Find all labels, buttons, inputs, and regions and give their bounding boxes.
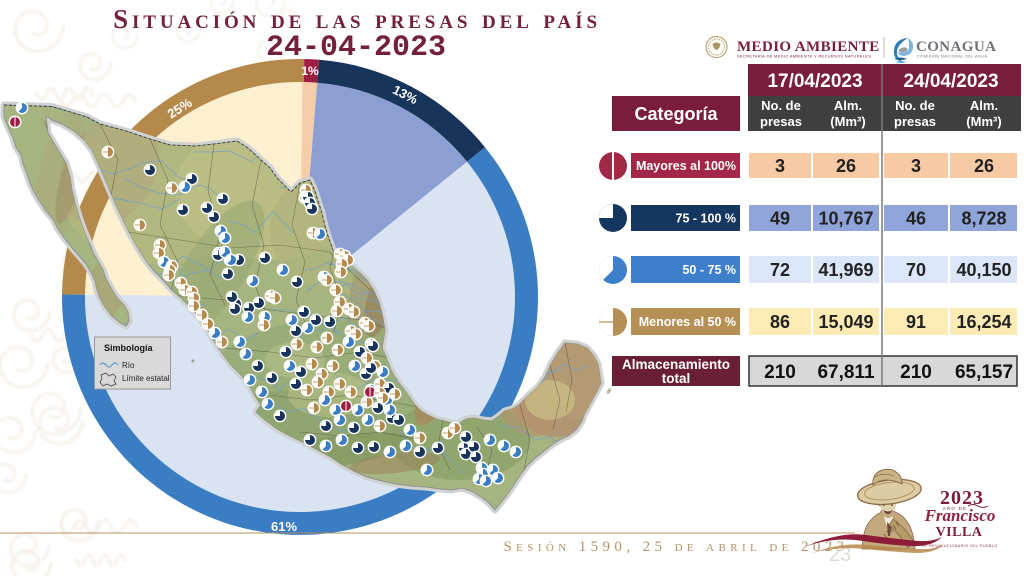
svg-text:15,049: 15,049 xyxy=(818,312,873,332)
svg-text:67,811: 67,811 xyxy=(817,362,874,383)
svg-text:61%: 61% xyxy=(271,519,297,534)
svg-text:72: 72 xyxy=(770,260,790,280)
svg-text:No. de: No. de xyxy=(761,98,801,113)
svg-text:Mayores al 100%: Mayores al 100% xyxy=(636,159,736,173)
svg-text:86: 86 xyxy=(770,312,790,332)
svg-text:8,728: 8,728 xyxy=(961,209,1006,229)
svg-text:16,254: 16,254 xyxy=(956,312,1011,332)
svg-text:40,150: 40,150 xyxy=(956,260,1011,280)
svg-text:65,157: 65,157 xyxy=(955,362,1013,383)
svg-text:presas: presas xyxy=(760,114,802,129)
svg-text:Río: Río xyxy=(122,361,135,370)
svg-text:Simbología: Simbología xyxy=(104,343,153,353)
svg-text:Menores al 50 %: Menores al 50 % xyxy=(639,315,736,329)
svg-text:Almacenamiento: Almacenamiento xyxy=(622,357,730,372)
svg-text:24/04/2023: 24/04/2023 xyxy=(903,71,998,92)
svg-text:1%: 1% xyxy=(301,64,319,78)
svg-text:Situación de las presas del pa: Situación de las presas del país xyxy=(113,4,601,34)
svg-text:70: 70 xyxy=(906,260,926,280)
svg-text:total: total xyxy=(662,371,691,386)
svg-text:Límite estatal: Límite estatal xyxy=(122,374,170,383)
svg-text:Francisco: Francisco xyxy=(924,506,996,525)
svg-text:2023: 2023 xyxy=(940,487,984,509)
svg-text:17/04/2023: 17/04/2023 xyxy=(767,71,862,92)
svg-text:10,767: 10,767 xyxy=(818,209,873,229)
svg-text:91: 91 xyxy=(906,312,926,332)
svg-text:41,969: 41,969 xyxy=(818,260,873,280)
svg-text:46: 46 xyxy=(906,209,926,229)
svg-text:210: 210 xyxy=(764,362,796,383)
svg-text:presas: presas xyxy=(894,114,936,129)
svg-text:Alm.: Alm. xyxy=(970,98,998,113)
svg-text:Categoría: Categoría xyxy=(634,104,718,124)
svg-text:24-04-2023: 24-04-2023 xyxy=(266,31,446,65)
svg-text:AÑO DE: AÑO DE xyxy=(943,505,967,511)
svg-text:Alm.: Alm. xyxy=(834,98,862,113)
svg-text:Sesión 1590, 25 de abril de 20: Sesión 1590, 25 de abril de 2023 xyxy=(503,539,848,555)
svg-text:SECRETARÍA DE MEDIO AMBIENTE Y: SECRETARÍA DE MEDIO AMBIENTE Y RECURSOS … xyxy=(737,54,871,59)
svg-text:COMISIÓN NACIONAL DEL AGUA: COMISIÓN NACIONAL DEL AGUA xyxy=(917,54,987,59)
svg-text:No. de: No. de xyxy=(895,98,935,113)
svg-text:(Mm³): (Mm³) xyxy=(830,114,865,129)
svg-text:EL REVOLUCIONARIO DEL PUEBLO: EL REVOLUCIONARIO DEL PUEBLO xyxy=(922,544,997,548)
svg-text:VILLA: VILLA xyxy=(936,525,983,540)
svg-text:3: 3 xyxy=(911,156,921,176)
svg-text:26: 26 xyxy=(836,156,856,176)
svg-text:3: 3 xyxy=(775,156,785,176)
svg-text:210: 210 xyxy=(900,362,932,383)
svg-text:CONAGUA: CONAGUA xyxy=(916,39,996,55)
svg-text:50 - 75 %: 50 - 75 % xyxy=(682,263,736,277)
svg-text:26: 26 xyxy=(974,156,994,176)
svg-text:49: 49 xyxy=(770,209,790,229)
svg-text:23: 23 xyxy=(829,544,851,566)
svg-text:75 - 100 %: 75 - 100 % xyxy=(676,212,736,226)
svg-text:MEDIO AMBIENTE: MEDIO AMBIENTE xyxy=(737,39,880,55)
svg-text:(Mm³): (Mm³) xyxy=(966,114,1001,129)
